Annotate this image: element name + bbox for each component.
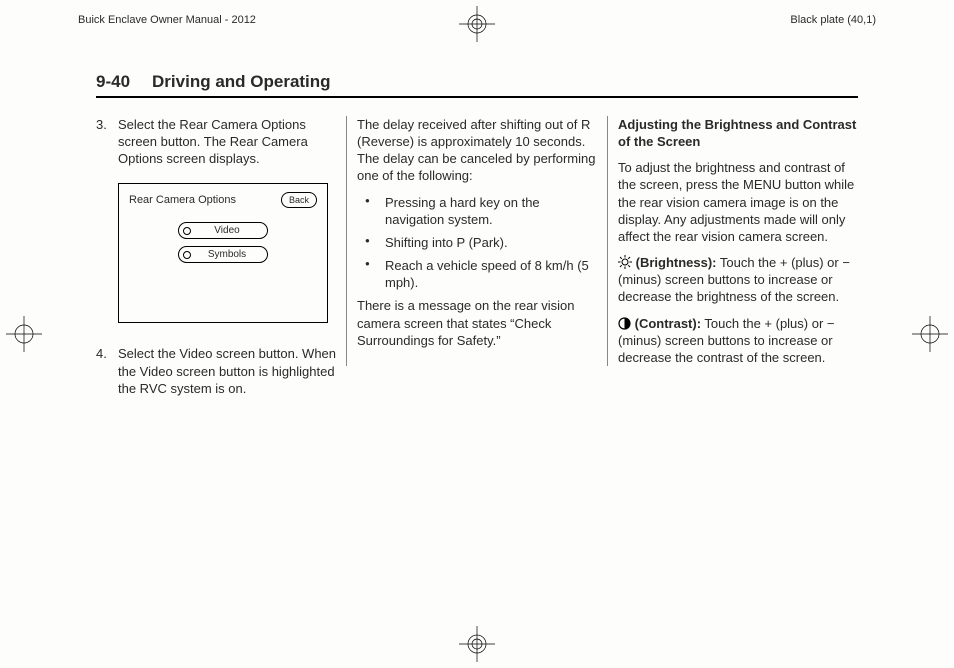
section-title: Driving and Operating bbox=[152, 72, 331, 92]
bullet-icon: ● bbox=[365, 257, 385, 291]
delay-intro-text: The delay received after shifting out of… bbox=[357, 116, 597, 185]
bullet-icon: ● bbox=[365, 234, 385, 251]
step-4-text: Select the Video screen button. When the… bbox=[118, 345, 336, 396]
step-4-number: 4. bbox=[96, 345, 118, 396]
page-number: 9-40 bbox=[96, 72, 130, 92]
bullet-3-text: Reach a vehicle speed of 8 km/h (5 mph). bbox=[385, 257, 597, 291]
contrast-item: (Contrast): Touch the + (plus) or − (min… bbox=[618, 315, 858, 366]
brightness-item: (Brightness): Touch the + (plus) or − (m… bbox=[618, 254, 858, 305]
brightness-label: (Brightness): bbox=[632, 255, 717, 270]
crop-mark-bottom bbox=[459, 626, 495, 662]
manual-title: Buick Enclave Owner Manual - 2012 bbox=[78, 14, 256, 26]
diagram-back-button: Back bbox=[281, 192, 317, 208]
step-3-text: Select the Rear Camera Options screen bu… bbox=[118, 116, 336, 167]
brightness-intro-text: To adjust the brightness and contrast of… bbox=[618, 159, 858, 245]
crop-mark-left bbox=[6, 316, 42, 352]
bullet-2-text: Shifting into P (Park). bbox=[385, 234, 508, 251]
rear-camera-options-diagram: Rear Camera Options Back Video Symbols bbox=[118, 183, 328, 323]
bullet-1-text: Pressing a hard key on the navigation sy… bbox=[385, 194, 597, 228]
brightness-heading: Adjusting the Brightness and Contrast of… bbox=[618, 117, 856, 149]
brightness-icon bbox=[618, 255, 632, 269]
diagram-option-video: Video bbox=[178, 222, 268, 239]
safety-message-text: There is a message on the rear vision ca… bbox=[357, 297, 597, 348]
contrast-label: (Contrast): bbox=[631, 316, 701, 331]
crop-mark-right bbox=[912, 316, 948, 352]
diagram-option-symbols: Symbols bbox=[178, 246, 268, 263]
step-3-number: 3. bbox=[96, 116, 118, 167]
bullet-icon: ● bbox=[365, 194, 385, 228]
plate-info: Black plate (40,1) bbox=[790, 14, 876, 26]
diagram-title: Rear Camera Options bbox=[129, 193, 236, 208]
contrast-icon bbox=[618, 317, 631, 330]
